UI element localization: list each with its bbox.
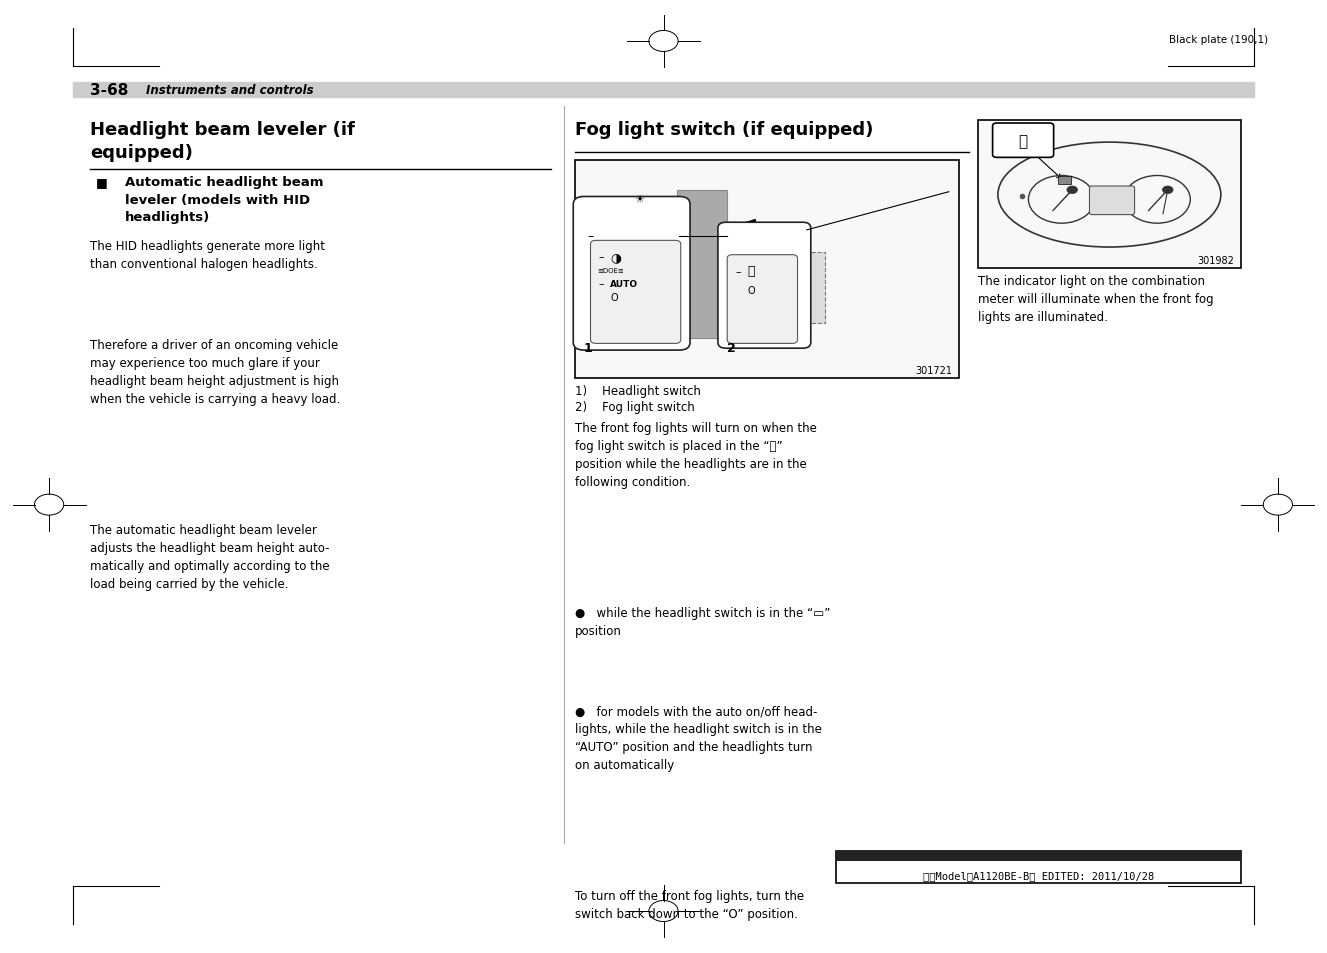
FancyBboxPatch shape (727, 255, 798, 344)
Text: 効: 効 (747, 265, 755, 278)
Text: Therefore a driver of an oncoming vehicle
may experience too much glare if your
: Therefore a driver of an oncoming vehicl… (90, 338, 341, 405)
Circle shape (1162, 187, 1173, 194)
FancyBboxPatch shape (677, 191, 727, 338)
Text: ≡DOE≡: ≡DOE≡ (597, 268, 624, 274)
FancyBboxPatch shape (1058, 177, 1071, 185)
FancyBboxPatch shape (718, 223, 811, 349)
Text: Automatic headlight beam
leveler (models with HID
headlights): Automatic headlight beam leveler (models… (125, 176, 324, 224)
FancyBboxPatch shape (788, 253, 825, 324)
Text: Instruments and controls: Instruments and controls (146, 84, 313, 97)
Text: 2: 2 (727, 342, 736, 355)
Text: O: O (610, 293, 618, 302)
FancyBboxPatch shape (591, 241, 681, 344)
Text: Black plate (190,1): Black plate (190,1) (1169, 35, 1269, 45)
Text: ◑: ◑ (610, 251, 621, 264)
Text: 301721: 301721 (916, 366, 953, 375)
Text: 1)    Headlight switch: 1) Headlight switch (575, 385, 701, 398)
Text: –: – (598, 279, 604, 289)
Text: ■: ■ (96, 176, 107, 190)
FancyBboxPatch shape (575, 161, 959, 378)
Text: To turn off the front fog lights, turn the
switch back down to the “O” position.: To turn off the front fog lights, turn t… (575, 889, 804, 920)
Text: 効: 効 (1019, 133, 1027, 149)
Text: ☀: ☀ (634, 195, 645, 205)
Text: –: – (598, 253, 604, 262)
Text: AUTO: AUTO (610, 279, 638, 289)
Text: The indicator light on the combination
meter will illuminate when the front fog
: The indicator light on the combination m… (978, 274, 1214, 323)
Text: The front fog lights will turn on when the
fog light switch is placed in the “効”: The front fog lights will turn on when t… (575, 421, 816, 488)
Text: –: – (588, 230, 594, 243)
Text: –: – (735, 267, 740, 276)
Text: 2)    Fog light switch: 2) Fog light switch (575, 400, 694, 414)
Text: O: O (747, 286, 755, 295)
Text: 北米Model＂A1120BE-B＂ EDITED: 2011/10/28: 北米Model＂A1120BE-B＂ EDITED: 2011/10/28 (924, 870, 1154, 880)
FancyBboxPatch shape (836, 851, 1241, 862)
Circle shape (1067, 187, 1078, 194)
Text: The automatic headlight beam leveler
adjusts the headlight beam height auto-
mat: The automatic headlight beam leveler adj… (90, 523, 330, 590)
Text: 3-68: 3-68 (90, 83, 129, 98)
Text: The HID headlights generate more light
than conventional halogen headlights.: The HID headlights generate more light t… (90, 240, 325, 271)
FancyBboxPatch shape (993, 124, 1054, 158)
Text: Headlight beam leveler (if
equipped): Headlight beam leveler (if equipped) (90, 121, 356, 162)
Text: Fog light switch (if equipped): Fog light switch (if equipped) (575, 121, 873, 139)
FancyBboxPatch shape (1089, 187, 1135, 215)
FancyBboxPatch shape (836, 851, 1241, 883)
FancyBboxPatch shape (573, 197, 690, 351)
Text: ●   for models with the auto on/off head-
lights, while the headlight switch is : ● for models with the auto on/off head- … (575, 704, 821, 771)
Text: 301982: 301982 (1197, 256, 1234, 266)
Text: 1: 1 (584, 342, 593, 355)
Text: ●   while the headlight switch is in the “▭”
position: ● while the headlight switch is in the “… (575, 606, 829, 637)
FancyBboxPatch shape (978, 121, 1241, 269)
